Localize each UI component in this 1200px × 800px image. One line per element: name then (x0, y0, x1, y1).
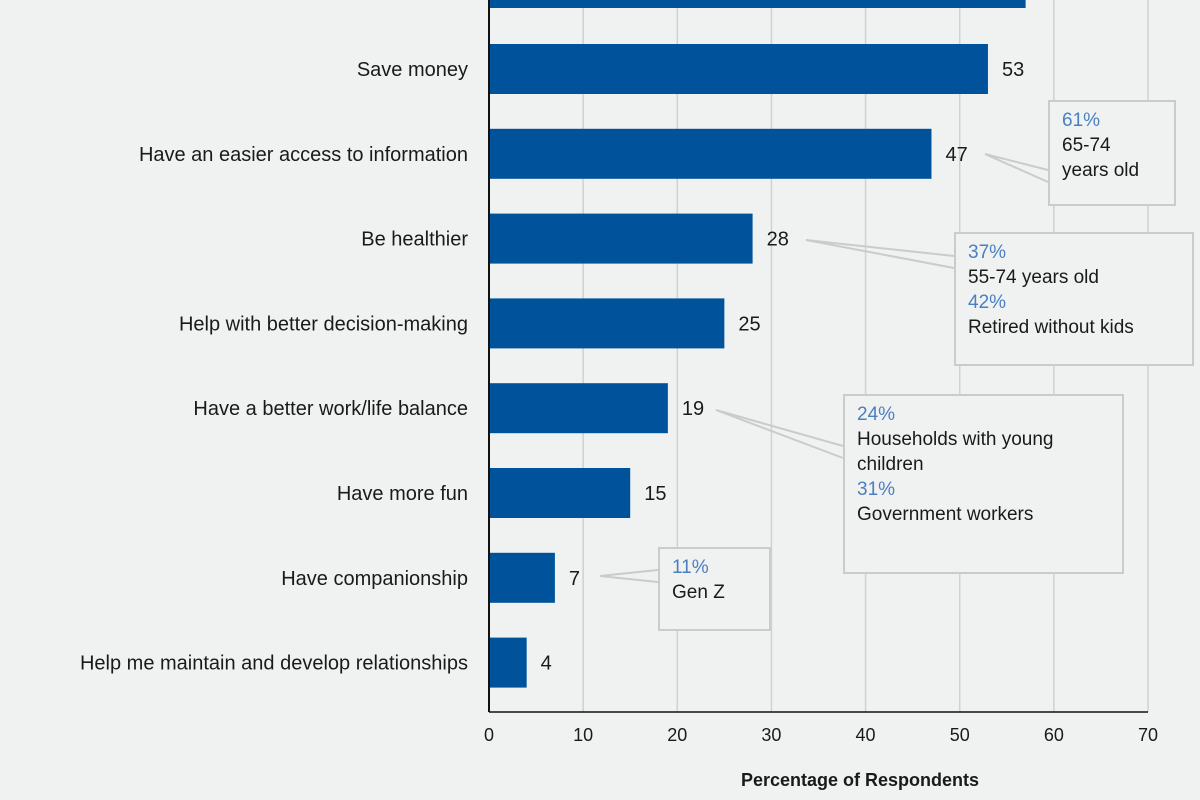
callout-healthier: 37% 55-74 years old 42% Retired without … (954, 232, 1194, 366)
callout-text: 65-74 (1062, 135, 1111, 156)
category-label: Be healthier (361, 229, 468, 251)
data-label: 4 (541, 653, 552, 675)
bar-truncated (489, 0, 1026, 8)
callout-pct: 61% (1062, 110, 1101, 131)
callout-text: 55-74 years old (968, 267, 1099, 288)
data-label: 15 (644, 483, 666, 505)
bar (489, 128, 932, 179)
data-label: 47 (945, 144, 967, 166)
callout-leader-access (984, 153, 1049, 183)
tick-label: 50 (950, 725, 970, 745)
callout-leader-healthier (805, 239, 955, 269)
callout-leader-companionship (599, 569, 659, 583)
callout-text: years old (1062, 160, 1140, 181)
callout-pct: 37% (968, 242, 1007, 263)
callout-pct: 11% (672, 557, 709, 578)
category-label: Have an easier access to information (139, 144, 468, 166)
bar (489, 637, 527, 688)
category-label: Help with better decision-making (179, 313, 468, 335)
data-label: 7 (569, 568, 580, 590)
category-label: Have more fun (337, 483, 468, 505)
data-label: 25 (738, 313, 760, 335)
callout-companionship: 11% Gen Z (658, 547, 771, 631)
callout-pct: 31% (857, 479, 896, 500)
tick-label: 30 (761, 725, 781, 745)
callout-pct: 42% (968, 292, 1007, 313)
callout-access-information: 61% 65-74 years old (1048, 100, 1176, 206)
bar (489, 44, 988, 94)
category-label: Help me maintain and develop relationshi… (80, 653, 468, 675)
tick-label: 20 (667, 725, 687, 745)
bar (489, 552, 555, 603)
data-label: 19 (682, 398, 704, 420)
callout-leader-work-life (715, 409, 844, 459)
category-label: Have a better work/life balance (193, 398, 468, 420)
callout-text: Households with young (857, 429, 1054, 450)
callout-text: children (857, 454, 924, 475)
tick-label: 60 (1044, 725, 1064, 745)
data-label: 28 (767, 229, 789, 251)
callout-text: Gen Z (672, 582, 725, 603)
bar (489, 213, 753, 264)
tick-label: 70 (1138, 725, 1158, 745)
category-label: Have companionship (281, 568, 468, 590)
tick-label: 10 (573, 725, 593, 745)
x-axis-title: Percentage of Respondents (741, 770, 979, 790)
tick-label: 40 (856, 725, 876, 745)
bar (489, 468, 631, 518)
callout-work-life-balance: 24% Households with young children 31% G… (843, 394, 1124, 574)
bar (489, 383, 668, 434)
category-label: Save money (357, 59, 468, 81)
tick-label: 0 (484, 725, 494, 745)
callout-text: Government workers (857, 504, 1034, 525)
callout-text: Retired without kids (968, 317, 1134, 338)
callout-pct: 24% (857, 404, 896, 425)
data-label: 53 (1002, 59, 1024, 81)
bar (489, 298, 725, 349)
